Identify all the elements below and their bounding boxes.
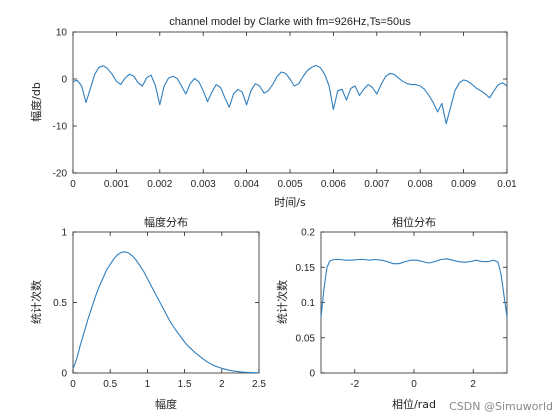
- x-tick-label: 2: [219, 379, 225, 390]
- plot-phase-distribution: 相位分布 相位/rad 统计次数 -2 0 2 0 0.05 0.1 0.15 0.2: [275, 215, 508, 411]
- y-tick-label: 0.2: [301, 228, 315, 239]
- y-tick-label: 0: [61, 75, 67, 86]
- chart-title: 幅度分布: [144, 215, 188, 229]
- y-tick-label: 0.05: [296, 333, 316, 344]
- series-group: [72, 251, 260, 374]
- axis-ticks: 0 0.001 0.002 0.003 0.004 0.005 0.006 0.007 0.00…: [53, 28, 518, 191]
- x-tick-label: 0: [70, 179, 76, 190]
- y-tick-label: 10: [56, 28, 68, 39]
- x-tick-label: 0: [411, 379, 417, 390]
- y-tick-label: -20: [53, 169, 68, 180]
- axis-ticks: 0 0.5 1 1.5 2 2.5 0 0.5 1: [53, 228, 266, 391]
- y-tick-label: 0: [309, 369, 315, 380]
- watermark: CSDN @Simuworld: [449, 400, 553, 413]
- x-tick-label: 2: [470, 379, 476, 390]
- y-tick-label: 0.5: [53, 298, 67, 309]
- plot-amplitude-distribution: 幅度分布 幅度 统计次数 0 0.5 1 1.5 2 2.5 0 0.5 1: [29, 215, 266, 411]
- axes-box: [320, 231, 508, 374]
- x-axis-label: 幅度: [155, 397, 177, 411]
- y-tick-label: -10: [53, 122, 68, 133]
- x-tick-label: 0.003: [191, 179, 216, 190]
- axes-box: [72, 231, 260, 374]
- x-tick-label: 0.001: [104, 179, 129, 190]
- x-tick-label: 0.009: [451, 179, 476, 190]
- x-tick-label: 0.006: [321, 179, 346, 190]
- series-line: [72, 64, 508, 125]
- x-tick-label: -2: [350, 379, 359, 390]
- x-tick-label: 0.004: [234, 179, 259, 190]
- y-axis-label: 统计次数: [275, 280, 289, 324]
- series-group: [320, 258, 508, 318]
- x-tick-label: 1.5: [178, 379, 192, 390]
- y-tick-label: 0: [61, 369, 67, 380]
- y-tick-label: 1: [61, 228, 67, 239]
- series-line: [320, 258, 508, 318]
- x-tick-label: 0.5: [103, 379, 117, 390]
- y-tick-label: 0.1: [301, 298, 315, 309]
- x-tick-label: 0.01: [497, 179, 517, 190]
- y-axis-label: 幅度/db: [29, 82, 43, 122]
- x-tick-label: 0.007: [364, 179, 389, 190]
- chart-title: channel model by Clarke with fm=926Hz,Ts…: [169, 16, 411, 28]
- y-axis-label: 统计次数: [29, 280, 43, 324]
- series-group: [72, 64, 508, 125]
- x-tick-label: 0.008: [408, 179, 433, 190]
- x-tick-label: 1: [145, 379, 151, 390]
- axes-box: [72, 31, 508, 174]
- x-tick-label: 2.5: [252, 379, 266, 390]
- plot-time-amplitude: channel model by Clarke with fm=926Hz,Ts…: [29, 16, 517, 209]
- series-line: [72, 251, 260, 374]
- x-tick-label: 0: [70, 379, 76, 390]
- chart-title: 相位分布: [392, 215, 436, 229]
- y-tick-label: 0.15: [296, 263, 316, 274]
- x-tick-label: 0.005: [277, 179, 302, 190]
- x-axis-label: 时间/s: [274, 196, 306, 209]
- x-axis-label: 相位/rad: [392, 397, 436, 411]
- x-tick-label: 0.002: [147, 179, 172, 190]
